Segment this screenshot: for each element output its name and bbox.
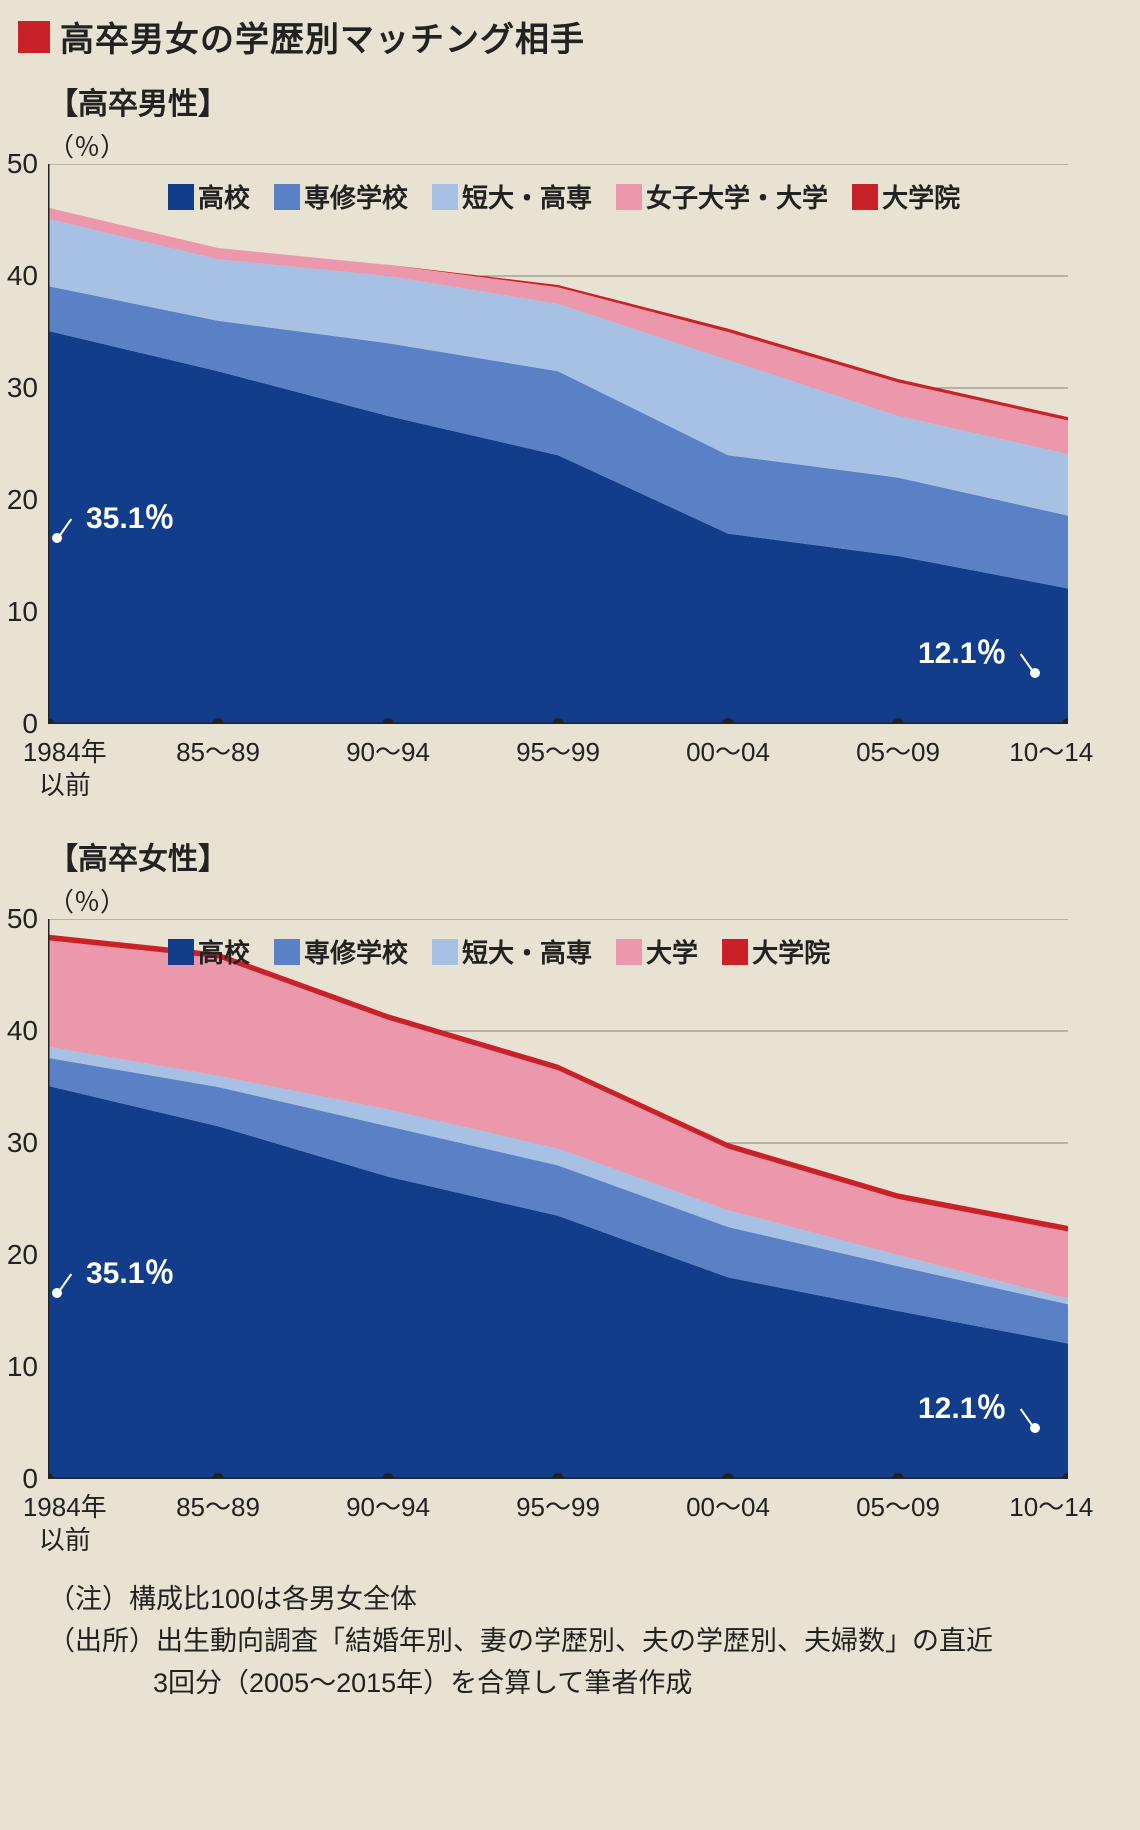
x-tick-label: 05～09: [856, 1491, 940, 1524]
legend-label: 高校: [198, 933, 250, 970]
footer-source2: 3回分（2005～2015年）を合算して筆者作成: [48, 1663, 1104, 1705]
title-row: 高卒男女の学歴別マッチング相手: [18, 12, 1122, 61]
x-tick-label: 95～99: [516, 736, 600, 769]
callout-label: 12.1％: [918, 1383, 1006, 1427]
chart-svg: [48, 919, 1068, 1479]
legend-swatch: [432, 184, 458, 210]
legend-swatch: [168, 184, 194, 210]
y-unit-label: （％）: [48, 127, 1122, 164]
y-tick-label: 30: [7, 372, 38, 404]
x-tick-label: 85～89: [176, 736, 260, 769]
legend-label: 高校: [198, 178, 250, 215]
x-tick-label: 1984年以前: [23, 736, 107, 801]
legend-item: 女子大学・大学: [616, 178, 828, 215]
callout-label: 12.1％: [918, 628, 1006, 672]
x-tick-label: 95～99: [516, 1491, 600, 1524]
legend-item: 大学: [616, 933, 698, 970]
y-unit-label: （％）: [48, 882, 1122, 919]
chart-female: 高校専修学校短大・高専大学大学院010203040501984年以前85～899…: [48, 919, 1068, 1479]
y-tick-label: 50: [7, 148, 38, 180]
footer-note: （注）構成比100は各男女全体: [48, 1579, 1104, 1621]
x-tick-label: 90～94: [346, 736, 430, 769]
page: 高卒男女の学歴別マッチング相手 【高卒男性】（％）高校専修学校短大・高専女子大学…: [0, 0, 1140, 1729]
chart-subtitle: 【高卒男性】: [48, 79, 1122, 123]
callout-label: 35.1％: [86, 493, 174, 537]
page-title: 高卒男女の学歴別マッチング相手: [60, 12, 585, 61]
legend-swatch: [168, 939, 194, 965]
legend-label: 短大・高専: [462, 178, 592, 215]
x-tick-label: 10～14: [1009, 1491, 1093, 1524]
y-tick-label: 40: [7, 1015, 38, 1047]
legend-label: 専修学校: [304, 178, 408, 215]
y-tick-label: 20: [7, 1239, 38, 1271]
chart-subtitle: 【高卒女性】: [48, 834, 1122, 878]
y-tick-label: 50: [7, 903, 38, 935]
legend-swatch: [722, 939, 748, 965]
y-tick-label: 30: [7, 1127, 38, 1159]
legend-item: 高校: [168, 178, 250, 215]
chart-svg: [48, 164, 1068, 724]
chart-male: 高校専修学校短大・高専女子大学・大学大学院010203040501984年以前8…: [48, 164, 1068, 724]
legend-item: 大学院: [722, 933, 830, 970]
legend-label: 大学院: [752, 933, 830, 970]
y-tick-label: 10: [7, 596, 38, 628]
x-tick-label: 85～89: [176, 1491, 260, 1524]
legend-swatch: [616, 184, 642, 210]
y-tick-label: 40: [7, 260, 38, 292]
x-tick-label: 00～04: [686, 736, 770, 769]
legend-swatch: [274, 184, 300, 210]
x-tick-label: 05～09: [856, 736, 940, 769]
charts-container: 【高卒男性】（％）高校専修学校短大・高専女子大学・大学大学院0102030405…: [18, 79, 1122, 1479]
legend-swatch: [432, 939, 458, 965]
legend-item: 専修学校: [274, 178, 408, 215]
legend: 高校 専修学校 短大・高専 女子大学・大学 大学院: [168, 178, 960, 215]
x-tick-label: 10～14: [1009, 736, 1093, 769]
legend-swatch: [616, 939, 642, 965]
legend-item: 短大・高専: [432, 933, 592, 970]
x-tick-label: 00～04: [686, 1491, 770, 1524]
legend-label: 大学: [646, 933, 698, 970]
y-tick-label: 10: [7, 1351, 38, 1383]
x-tick-label: 90～94: [346, 1491, 430, 1524]
legend-item: 高校: [168, 933, 250, 970]
legend-item: 短大・高専: [432, 178, 592, 215]
legend-label: 女子大学・大学: [646, 178, 828, 215]
footer-source1: （出所）出生動向調査「結婚年別、妻の学歴別、夫の学歴別、夫婦数」の直近: [48, 1621, 1104, 1663]
legend-item: 専修学校: [274, 933, 408, 970]
callout-label: 35.1％: [86, 1248, 174, 1292]
legend-label: 短大・高専: [462, 933, 592, 970]
legend: 高校 専修学校 短大・高専 大学 大学院: [168, 933, 830, 970]
x-tick-label: 1984年以前: [23, 1491, 107, 1556]
title-accent-square: [18, 21, 50, 53]
legend-label: 大学院: [882, 178, 960, 215]
legend-swatch: [274, 939, 300, 965]
legend-label: 専修学校: [304, 933, 408, 970]
legend-item: 大学院: [852, 178, 960, 215]
y-tick-label: 20: [7, 484, 38, 516]
legend-swatch: [852, 184, 878, 210]
footer-notes: （注）構成比100は各男女全体 （出所）出生動向調査「結婚年別、妻の学歴別、夫の…: [48, 1579, 1104, 1705]
